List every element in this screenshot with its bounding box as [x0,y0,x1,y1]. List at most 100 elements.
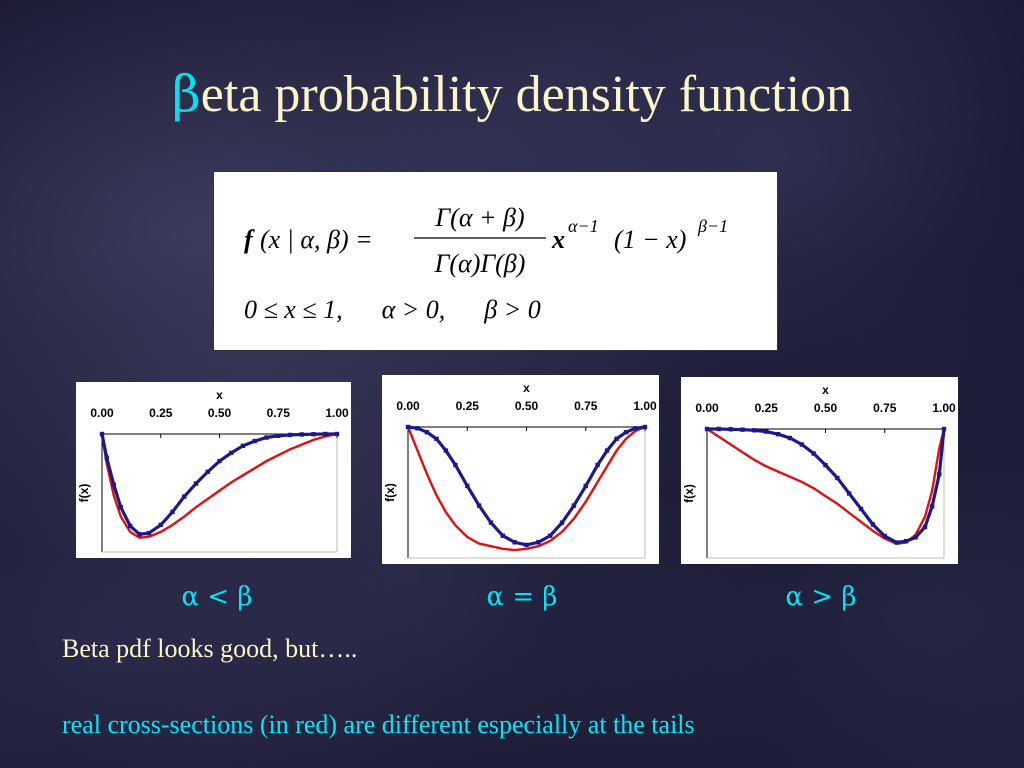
x-tick-label: 0.75 [574,399,598,413]
x-tick-label: 0.00 [90,406,114,420]
fit-data-point [158,522,163,528]
fit-data-point [118,504,123,510]
fit-data-point [334,431,340,437]
fit-data-point [111,482,116,487]
fit-data-point [614,436,619,441]
x-tick-label: 0.50 [515,399,539,413]
formula-factor: (1 − x) [614,225,686,254]
fit-data-point [299,432,304,437]
fit-data-point [536,540,541,545]
formula-svg: f (x | α, β) = Γ(α + β) Γ(α)Γ(β) x α−1 (… [244,203,728,324]
title-beta-letter: β [171,65,201,123]
fit-data-point [894,540,899,545]
fit-data-point [835,475,840,481]
formula-x: x [551,225,565,254]
fit-data-point [205,469,210,474]
fit-data-point [642,424,648,430]
fit-data-point [929,504,935,509]
plot-panel-1: x 0.00 0.25 0.50 0.75 1.00 f(x) [76,382,351,558]
fit-data-point [415,426,420,431]
fit-data-point [465,483,470,489]
formula-factor-exponent: β−1 [697,216,728,236]
fit-data-point [583,483,588,489]
formula-f: f [244,225,255,254]
fit-data-point [623,430,629,435]
fit-data-point [99,431,105,437]
fit-series-line [407,425,646,547]
fit-data-point [170,509,175,515]
fit-data-point [137,532,142,537]
plot-panel-3: x 0.00 0.25 0.50 0.75 1.00 f(x) [681,377,958,564]
x-axis-label: x [523,381,530,395]
x-axis-label: x [216,388,223,402]
title-text: eta probability density function [200,66,853,123]
fit-data-point [922,524,928,530]
fit-data-point [252,438,257,444]
x-tick-label: 0.75 [267,406,291,420]
plot-panel-2: x 0.00 0.25 0.50 0.75 1.00 f(x) [382,375,659,564]
fit-data-point [193,481,199,486]
fit-data-point [182,494,187,499]
fit-data-point [424,430,430,435]
fit-data-point [500,533,505,538]
formula-numerator: Γ(α + β) [434,203,524,232]
condition-label-1: α < β [181,582,253,612]
fit-data-point [941,426,947,432]
fit-data-point [799,442,804,447]
x-tick-label: 0.25 [755,401,779,415]
fit-data-point [512,540,517,545]
chart-svg-1: x 0.00 0.25 0.50 0.75 1.00 f(x) [77,388,349,553]
fit-data-point [740,427,745,432]
formula-box: f (x | α, β) = Γ(α + β) Γ(α)Γ(β) x α−1 (… [213,171,778,351]
measured-series-line [100,432,338,540]
condition-label-3: α > β [785,582,857,612]
fit-data-point [775,431,781,437]
fit-data-point [571,503,577,508]
fit-data-point [752,428,757,433]
fit-data-point [913,535,918,540]
fit-data-point [882,533,887,539]
fit-data-point [870,522,876,527]
fit-series-line [707,427,946,545]
x-tick-label: 0.50 [814,401,838,415]
fit-data-point [559,520,565,525]
fit-data-point [146,530,152,536]
fit-data-point [716,426,722,432]
fit-data-point [217,458,222,464]
y-axis-label: f(x) [682,484,696,503]
x-tick-label: 0.00 [396,399,420,413]
fit-data-point [858,506,864,512]
y-axis-label: f(x) [383,483,397,502]
x-tick-label: 0.25 [149,406,173,420]
fit-data-point [311,432,316,437]
x-tick-label: 1.00 [633,399,657,413]
fit-data-point [604,448,610,453]
fit-data-point [548,533,553,538]
fit-data-point [787,435,793,441]
chart-svg-2: x 0.00 0.25 0.50 0.75 1.00 f(x) [383,381,657,559]
fit-data-point [443,448,449,453]
comment-text-1: Beta pdf looks good, but….. [62,634,358,663]
x-tick-label: 1.00 [932,401,956,415]
fit-data-point [323,431,328,437]
formula-lhs: (x | α, β) = [260,225,373,254]
x-tick-label: 0.50 [208,406,232,420]
fit-data-point [240,443,246,448]
y-axis-label: f(x) [77,484,91,503]
comment-text-2: real cross-sections (in red) are differe… [62,710,695,739]
fit-data-point [524,542,529,548]
fit-data-point [405,424,411,430]
fit-data-point [434,436,439,441]
fit-data-point [728,427,733,432]
fit-data-point [453,462,458,468]
fit-data-point [823,462,828,468]
condition-label-2: α = β [486,582,558,612]
fit-data-point [704,426,710,432]
slide-title: βeta probability density function [0,58,1024,131]
fit-data-point [811,451,816,456]
fit-data-point [476,503,482,508]
x-tick-label: 0.00 [695,401,719,415]
formula-x-exponent: α−1 [568,216,599,236]
chart-svg-3: x 0.00 0.25 0.50 0.75 1.00 f(x) [682,383,956,559]
fit-data-point [128,523,133,529]
